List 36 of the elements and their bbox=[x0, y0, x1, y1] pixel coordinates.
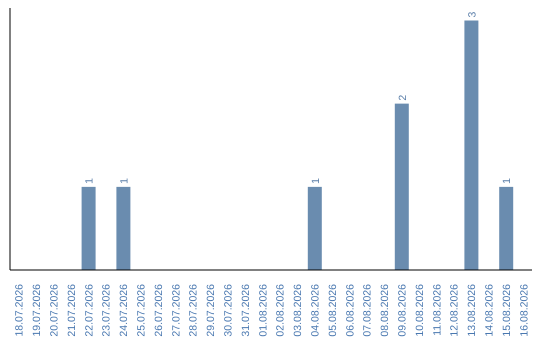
x-tick-label: 21.07.2026 bbox=[66, 284, 78, 337]
data-label: 1 bbox=[310, 178, 322, 184]
x-tick-label: 12.08.2026 bbox=[448, 284, 461, 337]
x-tick-label: 11.08.2026 bbox=[431, 284, 444, 336]
x-tick-label: 10.08.2026 bbox=[414, 284, 426, 337]
data-label: 1 bbox=[84, 178, 96, 184]
x-tick-label: 13.08.2026 bbox=[466, 284, 478, 337]
x-tick-label: 31.07.2026 bbox=[240, 284, 252, 337]
data-label: 2 bbox=[396, 94, 409, 101]
x-tick-label: 19.07.2026 bbox=[31, 284, 44, 337]
x-tick-label: 22.07.2026 bbox=[83, 284, 96, 337]
x-tick-label: 20.07.2026 bbox=[48, 284, 60, 337]
x-tick-label: 03.08.2026 bbox=[292, 284, 304, 337]
x-tick-label: 01.08.2026 bbox=[257, 284, 270, 337]
x-tick-label: 08.08.2026 bbox=[379, 284, 392, 337]
x-tick-label: 30.07.2026 bbox=[222, 284, 234, 337]
x-tick-label: 07.08.2026 bbox=[362, 284, 374, 337]
x-tick-label: 24.07.2026 bbox=[118, 284, 130, 337]
x-tick-label: 25.07.2026 bbox=[136, 284, 148, 337]
x-tick-label: 27.07.2026 bbox=[170, 284, 182, 337]
x-tick-label: 29.07.2026 bbox=[205, 284, 218, 337]
x-tick-label: 14.08.2026 bbox=[484, 284, 496, 337]
x-tick-label: 05.08.2026 bbox=[326, 284, 339, 337]
x-tick-label: 23.07.2026 bbox=[100, 284, 113, 337]
x-tick-label: 16.08.2026 bbox=[518, 284, 530, 337]
x-tick-label: 26.07.2026 bbox=[152, 284, 165, 337]
data-label: 1 bbox=[118, 178, 130, 184]
x-tick-label: 06.08.2026 bbox=[344, 284, 356, 337]
x-tick-label: 15.08.2026 bbox=[500, 284, 513, 337]
x-tick-label: 09.08.2026 bbox=[396, 284, 408, 337]
x-tick-label: 02.08.2026 bbox=[274, 284, 287, 337]
x-tick-label: 04.08.2026 bbox=[310, 284, 322, 337]
data-label: 1 bbox=[501, 178, 514, 184]
data-label: 3 bbox=[466, 11, 478, 18]
x-tick-label: 28.07.2026 bbox=[188, 284, 200, 337]
x-tick-label: 18.07.2026 bbox=[14, 284, 26, 337]
